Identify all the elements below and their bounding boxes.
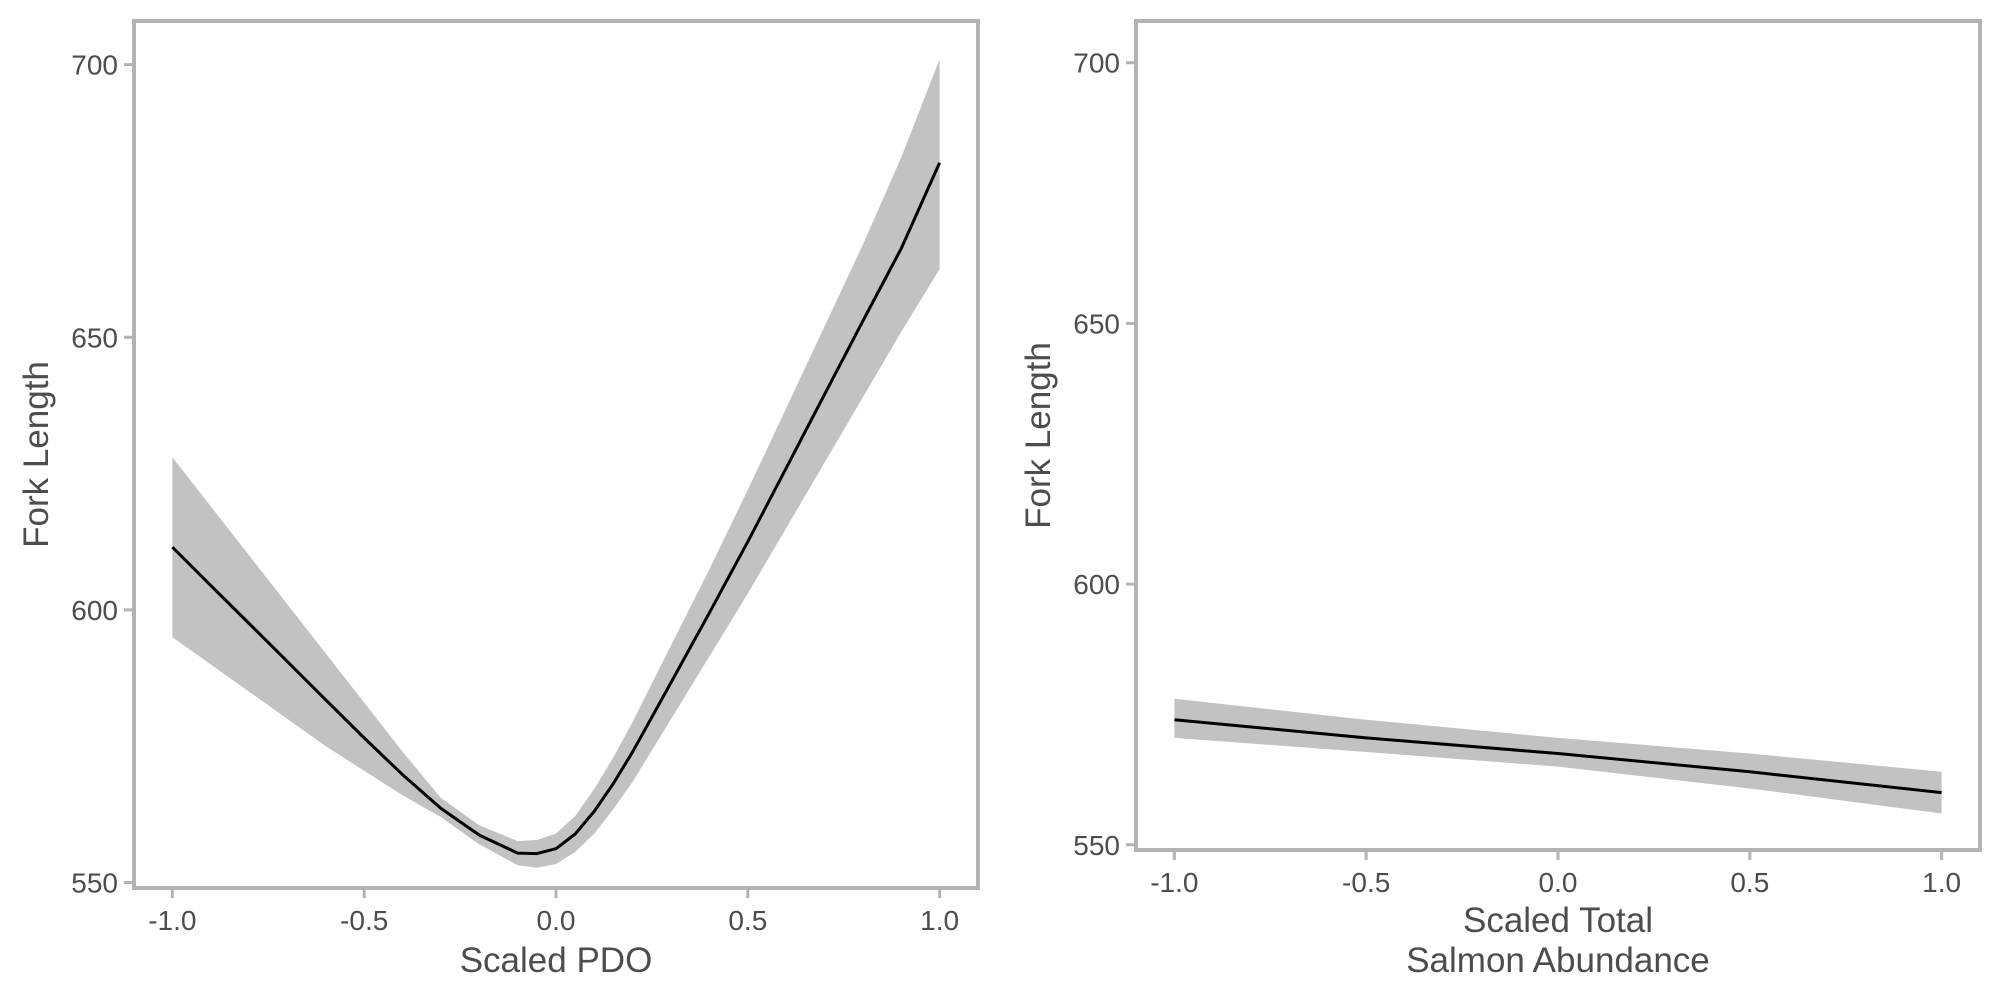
panel-border [1134, 19, 1982, 852]
fitted-line [171, 162, 941, 856]
x-axis-title-line: Scaled Total [1463, 901, 1653, 940]
x-axis-title: Scaled PDO [460, 941, 653, 980]
x-tick-label: -0.5 [340, 905, 388, 936]
confidence-band [1174, 698, 1942, 814]
panel-border [132, 19, 980, 890]
y-tick-label: 700 [71, 50, 118, 81]
y-tick-label: 650 [71, 322, 118, 353]
x-tick-label: -1.0 [148, 905, 196, 936]
x-tick-label: 0.0 [1539, 867, 1578, 898]
x-tick-label: -1.0 [1150, 867, 1198, 898]
x-tick-label: 0.5 [728, 905, 767, 936]
y-tick-label: 650 [1073, 308, 1120, 339]
y-tick-label: 550 [71, 868, 118, 899]
x-axis-title: Scaled Total Salmon Abundance [1406, 901, 1710, 980]
plot-area [134, 21, 978, 888]
y-tick-label: 600 [1073, 569, 1120, 600]
y-axis-title: Fork Length [17, 361, 56, 548]
x-tick-label: 1.0 [1922, 867, 1961, 898]
x-tick-label: 0.0 [537, 905, 576, 936]
panel-1: 550 600 650 700 -1.0 -0.5 0.0 0.5 1.0 Fork Length… [17, 19, 980, 980]
x-tick-label: -0.5 [1342, 867, 1390, 898]
x-tick-label: 0.5 [1730, 867, 1769, 898]
x-axis-title-line: Salmon Abundance [1406, 941, 1710, 980]
panel-2: 550 600 650 700 -1.0 -0.5 0.0 0.5 1.0 Fork Length… [1019, 19, 1982, 980]
y-tick-label: 550 [1073, 830, 1120, 861]
y-axis-title: Fork Length [1019, 342, 1058, 529]
y-tick-label: 600 [71, 595, 118, 626]
confidence-band [172, 59, 940, 868]
fitted-line [1174, 718, 1942, 795]
y-tick-label: 700 [1073, 48, 1120, 79]
x-tick-label: 1.0 [920, 905, 959, 936]
